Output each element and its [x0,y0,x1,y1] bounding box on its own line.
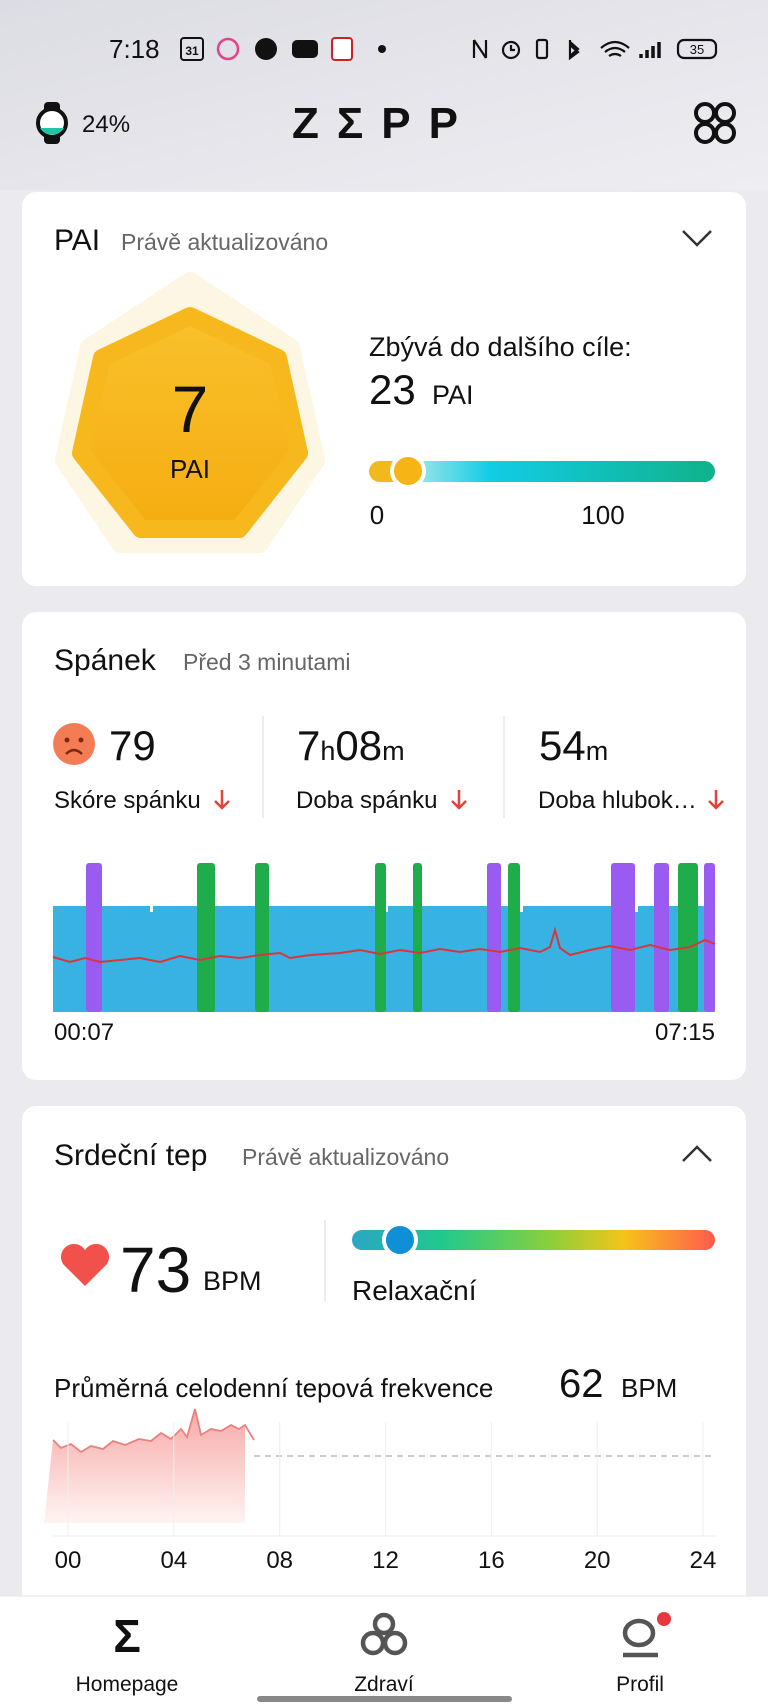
pai-scale-min: 0 [370,500,384,530]
sleep-duration-hours-unit: h [320,736,335,766]
trend-down-icon [708,790,724,810]
deep-sleep-unit: m [586,736,609,766]
hour-tick-label: 16 [478,1547,505,1574]
heart-rate-chart [44,1408,717,1537]
heart-zone-knob [382,1222,418,1258]
pai-badge [72,307,308,538]
pai-scale-max: 100 [581,500,624,530]
sleep-end-time: 07:15 [655,1019,715,1046]
trend-down-icon [451,790,467,810]
home-icon[interactable]: Σ [113,1610,141,1662]
avg-heart-rate-unit: BPM [621,1373,677,1403]
heart-rate-value: 73 [120,1234,191,1306]
hour-tick-label: 20 [584,1547,611,1574]
heart-rate-unit: BPM [203,1266,262,1296]
pai-progress-bar [369,461,715,482]
app-icon [292,40,318,58]
nav-profile[interactable]: Profil [616,1673,664,1696]
calendar-day: 31 [185,44,199,58]
expand-chevron[interactable] [682,1145,712,1162]
watch-battery: 24% [82,111,130,138]
app-icon [255,38,277,60]
heart-zone-bar [352,1230,715,1250]
battery-level: 35 [690,42,704,57]
sleep-updated: Před 3 minutami [183,649,350,675]
app-title: ZΣPP [292,99,476,148]
status-icons [472,38,718,61]
pai-title: PAI [54,224,100,257]
hour-tick-label: 12 [372,1547,399,1574]
hour-tick-label: 24 [690,1547,717,1574]
pai-goal-value: 23 [369,366,416,413]
heart-updated: Právě aktualizováno [242,1144,449,1170]
hour-tick-label: 08 [266,1547,293,1574]
sleep-score-value: 79 [109,722,156,769]
pai-progress-knob [390,453,426,489]
calendar-icon [180,37,204,61]
nav-health[interactable]: Zdraví [354,1673,414,1696]
trend-down-icon [214,790,230,810]
hour-tick-label: 04 [160,1547,187,1574]
app-icon [331,37,353,61]
deep-sleep-number: 54 [539,722,586,769]
collapse-chevron[interactable] [682,230,712,247]
pai-updated: Právě aktualizováno [121,229,328,255]
sleep-stage-chart [52,863,716,1012]
sleep-duration-hours: 7 [297,722,320,769]
pai-goal-label: Zbývá do dalšího cíle: [369,332,632,362]
watch-icon [36,102,68,144]
avg-heart-rate-label: Průměrná celodenní tepová frekvence [54,1373,493,1403]
status-time: 7:18 [109,34,160,64]
app-icon [216,37,240,61]
sleep-mood-icon [53,723,95,765]
pai-value: 7 [172,372,209,446]
health-icon[interactable] [360,1612,408,1656]
heart-icon [60,1243,110,1286]
sleep-duration-label: Doba spánku [296,787,437,814]
sleep-duration-minutes-unit: m [382,736,405,766]
sleep-score-label: Skóre spánku [54,787,201,814]
nav-homepage[interactable]: Homepage [76,1673,179,1696]
sleep-duration-value: 7h08m [297,722,405,769]
sleep-title: Spánek [54,644,157,677]
heart-zone-label: Relaxační [352,1275,477,1306]
pai-goal-unit: PAI [432,380,474,410]
sleep-start-time: 00:07 [54,1019,114,1046]
hour-tick-label: 00 [55,1547,82,1574]
home-indicator [257,1696,512,1702]
heart-title: Srdeční tep [54,1139,207,1172]
apps-menu-button[interactable] [694,102,736,144]
avg-heart-rate-value: 62 [559,1362,604,1406]
profile-icon[interactable] [622,1612,671,1658]
notification-dot [378,45,386,53]
top-background [0,0,768,190]
pai-unit: PAI [170,454,210,484]
sleep-duration-minutes: 08 [335,722,382,769]
deep-sleep-value: 54m [539,722,608,769]
deep-sleep-label: Doba hlubok… [538,787,697,814]
